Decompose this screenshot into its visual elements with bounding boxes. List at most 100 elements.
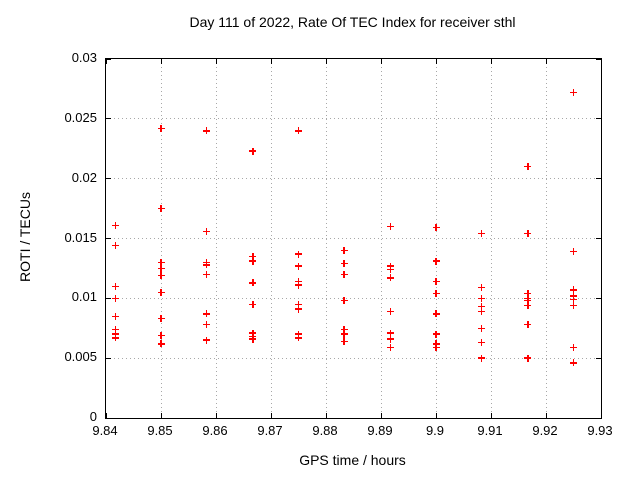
y-gridline bbox=[106, 357, 601, 359]
y-tick-right bbox=[596, 118, 601, 120]
data-point-marker bbox=[524, 163, 532, 171]
data-point-marker bbox=[340, 246, 348, 254]
data-point-marker bbox=[386, 343, 394, 351]
x-tick-top bbox=[105, 59, 107, 64]
data-point-marker bbox=[157, 258, 165, 266]
data-point-marker bbox=[157, 331, 165, 339]
data-point-marker bbox=[295, 278, 302, 286]
data-point-marker bbox=[432, 330, 440, 338]
y-tick-label: 0 bbox=[89, 409, 97, 424]
data-point-marker bbox=[203, 261, 211, 269]
x-tick-top bbox=[380, 59, 382, 64]
data-point-marker bbox=[478, 230, 486, 238]
data-point-marker bbox=[203, 310, 211, 318]
data-point-marker bbox=[478, 324, 486, 332]
data-point-marker bbox=[203, 336, 211, 344]
x-tick-label: 9.89 bbox=[367, 423, 393, 438]
data-point-marker bbox=[570, 286, 577, 294]
x-tick-bottom bbox=[600, 413, 602, 418]
y-tick-left bbox=[106, 297, 111, 299]
x-tick-label: 9.88 bbox=[312, 423, 338, 438]
y-tick-right bbox=[596, 58, 601, 60]
x-tick-top bbox=[435, 59, 437, 64]
y-tick-left bbox=[106, 178, 111, 180]
data-point-marker bbox=[111, 312, 119, 320]
y-tick-label: 0.03 bbox=[71, 50, 97, 65]
data-point-marker bbox=[340, 270, 348, 278]
x-tick-label: 9.92 bbox=[532, 423, 558, 438]
data-point-marker bbox=[111, 334, 119, 342]
data-point-marker bbox=[157, 288, 165, 296]
data-point-marker bbox=[386, 262, 394, 270]
data-point-marker bbox=[203, 227, 211, 235]
data-point-marker bbox=[111, 242, 119, 250]
data-point-marker bbox=[295, 330, 302, 338]
data-point-marker bbox=[478, 354, 486, 362]
data-point-marker bbox=[570, 302, 577, 309]
y-tick-label: 0.01 bbox=[71, 289, 97, 305]
data-point-marker bbox=[249, 257, 257, 265]
data-point-marker bbox=[340, 297, 348, 305]
y-tick-right bbox=[596, 417, 601, 419]
data-point-marker bbox=[570, 359, 577, 367]
x-tick-label: 9.87 bbox=[257, 423, 283, 438]
x-tick-label: 9.93 bbox=[587, 423, 613, 438]
x-tick-top bbox=[490, 59, 492, 64]
x-tick-label: 9.86 bbox=[202, 423, 228, 438]
data-point-marker bbox=[340, 330, 348, 338]
x-tick-bottom bbox=[380, 413, 382, 418]
data-point-marker bbox=[249, 335, 257, 343]
data-point-marker bbox=[157, 272, 165, 280]
data-point-marker bbox=[157, 205, 165, 213]
data-point-marker bbox=[249, 329, 257, 337]
y-tick-left bbox=[106, 238, 111, 239]
data-point-marker bbox=[249, 300, 257, 308]
data-point-marker bbox=[570, 292, 577, 300]
y-gridline bbox=[106, 297, 601, 299]
data-point-marker bbox=[432, 290, 440, 298]
data-point-marker bbox=[432, 257, 440, 265]
data-point-marker bbox=[295, 300, 302, 308]
x-axis-label: GPS time / hours bbox=[299, 452, 406, 468]
data-point-marker bbox=[157, 124, 165, 132]
data-point-marker bbox=[386, 329, 394, 337]
data-point-marker bbox=[524, 297, 532, 305]
y-tick-left bbox=[106, 118, 111, 120]
y-tick-label: 0.015 bbox=[64, 229, 97, 245]
x-tick-bottom bbox=[105, 413, 107, 418]
y-tick-right bbox=[596, 178, 601, 180]
data-point-marker bbox=[386, 307, 394, 315]
data-point-marker bbox=[295, 334, 302, 342]
y-gridline bbox=[106, 178, 601, 180]
plot-area bbox=[105, 58, 602, 419]
data-point-marker bbox=[570, 89, 577, 96]
x-tick-top bbox=[270, 59, 272, 64]
x-tick-top bbox=[600, 59, 602, 64]
x-tick-bottom bbox=[545, 413, 547, 418]
x-tick-bottom bbox=[435, 413, 437, 418]
data-point-marker bbox=[570, 343, 577, 351]
data-point-marker bbox=[157, 315, 165, 323]
y-tick-label: 0.02 bbox=[71, 169, 97, 185]
x-tick-top bbox=[545, 59, 547, 64]
data-point-marker bbox=[157, 340, 165, 348]
data-point-marker bbox=[203, 321, 211, 329]
y-tick-right bbox=[596, 357, 601, 359]
x-tick-top bbox=[160, 59, 162, 64]
data-point-marker bbox=[295, 250, 302, 258]
x-tick-top bbox=[325, 59, 327, 64]
data-point-marker bbox=[111, 221, 119, 229]
data-point-marker bbox=[386, 274, 394, 282]
data-point-marker bbox=[203, 127, 211, 135]
data-point-marker bbox=[249, 252, 257, 260]
data-point-marker bbox=[386, 223, 394, 231]
y-tick-right bbox=[596, 297, 601, 299]
data-point-marker bbox=[570, 296, 577, 304]
y-tick-left bbox=[106, 357, 111, 359]
y-tick-left bbox=[106, 58, 111, 60]
data-point-marker bbox=[432, 343, 440, 351]
data-point-marker bbox=[111, 325, 119, 333]
x-tick-bottom bbox=[215, 413, 217, 418]
data-point-marker bbox=[340, 337, 348, 345]
